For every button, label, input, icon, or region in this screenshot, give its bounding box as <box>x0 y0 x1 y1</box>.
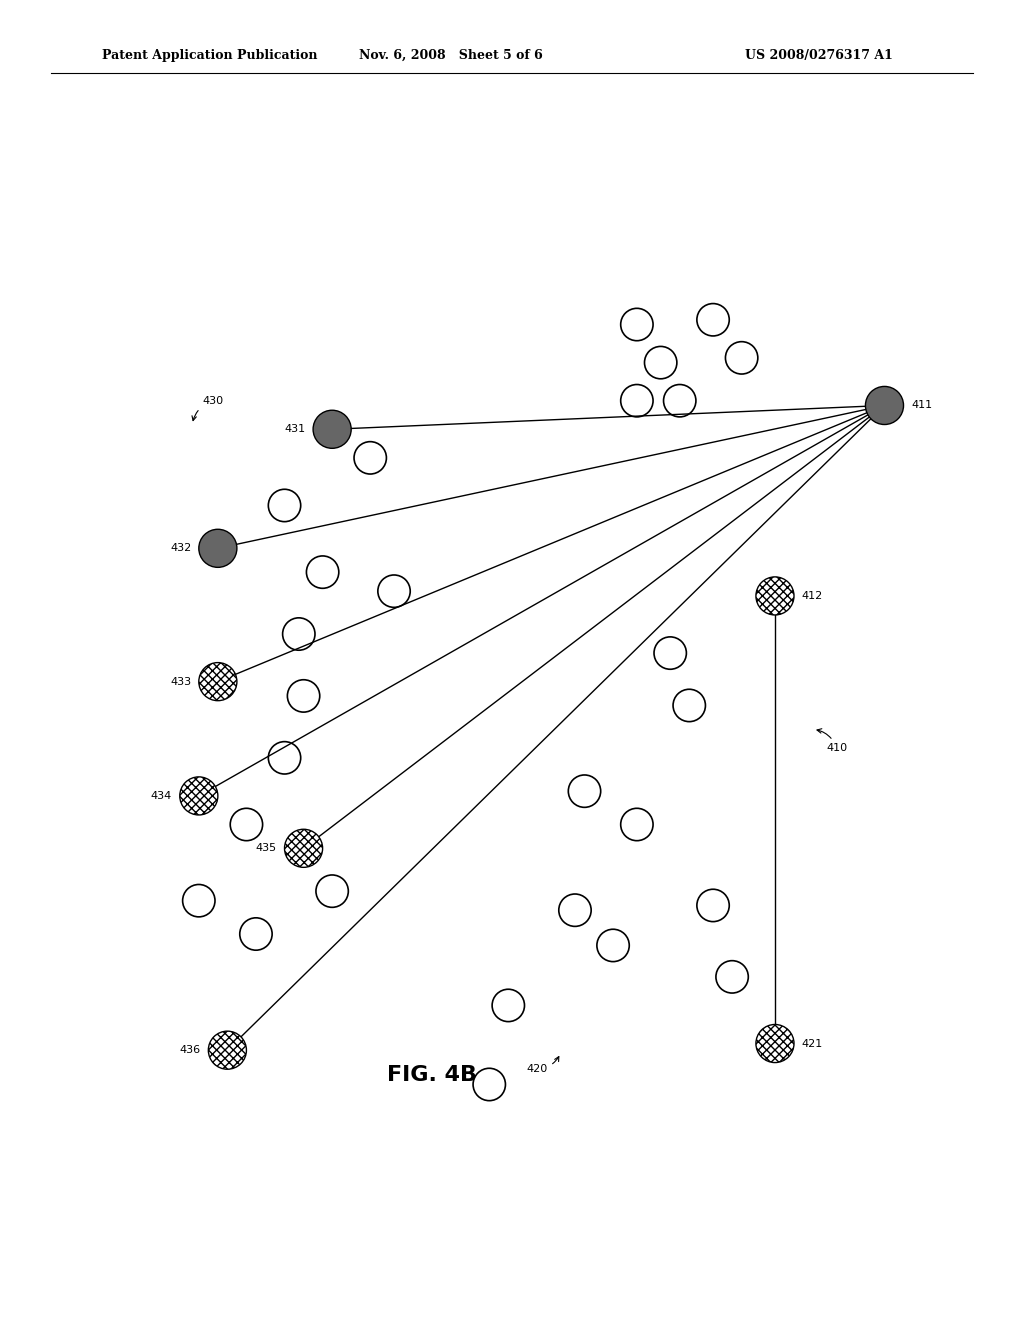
Text: 432: 432 <box>170 544 191 553</box>
Text: 410: 410 <box>817 729 848 754</box>
Circle shape <box>313 411 351 449</box>
Text: Patent Application Publication: Patent Application Publication <box>102 49 317 62</box>
Text: 435: 435 <box>256 843 276 853</box>
Circle shape <box>756 577 794 615</box>
Text: 421: 421 <box>802 1039 823 1048</box>
Text: 430: 430 <box>191 396 223 421</box>
Text: 411: 411 <box>911 400 932 411</box>
Text: Nov. 6, 2008   Sheet 5 of 6: Nov. 6, 2008 Sheet 5 of 6 <box>358 49 543 62</box>
Text: 412: 412 <box>802 591 823 601</box>
Circle shape <box>180 777 218 814</box>
Circle shape <box>865 387 903 425</box>
Text: US 2008/0276317 A1: US 2008/0276317 A1 <box>745 49 893 62</box>
Text: 431: 431 <box>285 424 305 434</box>
Circle shape <box>285 829 323 867</box>
Text: FIG. 4B: FIG. 4B <box>387 1065 477 1085</box>
Text: 420: 420 <box>526 1056 559 1074</box>
Text: 436: 436 <box>179 1045 201 1055</box>
Circle shape <box>199 529 237 568</box>
Text: 433: 433 <box>170 677 191 686</box>
Text: 434: 434 <box>151 791 172 801</box>
Circle shape <box>199 663 237 701</box>
Circle shape <box>756 1024 794 1063</box>
Circle shape <box>208 1031 247 1069</box>
